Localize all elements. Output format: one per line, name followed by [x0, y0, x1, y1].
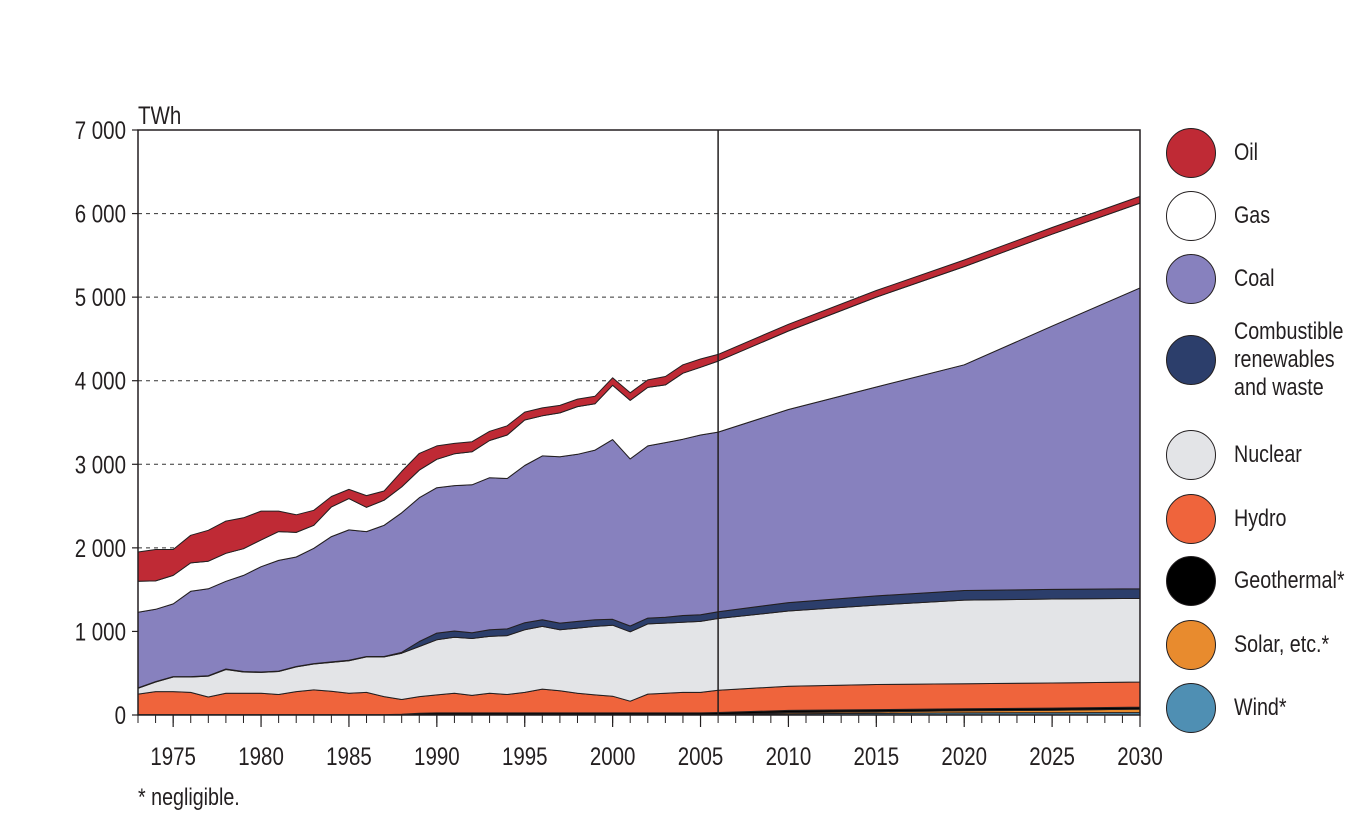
- footnote: * negligible.: [138, 784, 240, 811]
- x-tick-label: 1975: [150, 742, 196, 770]
- x-tick-label: 2000: [590, 742, 636, 770]
- legend-swatch-combustible-renewables-and-waste: [1166, 335, 1216, 385]
- legend-label-geothermal: Geothermal*: [1234, 567, 1345, 594]
- x-tick-label: 1990: [414, 742, 460, 770]
- legend-label-solar-etc: Solar, etc.*: [1234, 631, 1330, 658]
- legend-label-combustible-renewables-and-waste: Combustible renewables and waste: [1234, 318, 1344, 401]
- y-tick-label: 4 000: [75, 367, 126, 395]
- legend-item-wind: Wind*: [1166, 683, 1298, 733]
- legend-item-combustible-renewables-and-waste: Combustible renewables and waste: [1166, 318, 1365, 402]
- y-tick-label: 3 000: [75, 450, 126, 478]
- axes: 0 1 000 2 000 3 000 4 000 5 000 6 000 7 000 TWh 1…: [75, 101, 1163, 770]
- plot-frame: [137, 129, 1141, 716]
- y-tick-label: 2 000: [75, 534, 126, 562]
- y-tick-label: 1 000: [75, 617, 126, 645]
- legend-label-coal: Coal: [1234, 265, 1275, 292]
- x-tick-label: 1980: [238, 742, 284, 770]
- legend-item-solar-etc: Solar, etc.*: [1166, 620, 1350, 670]
- x-tick-label: 1985: [326, 742, 372, 770]
- legend-item-coal: Coal: [1166, 254, 1283, 304]
- legend-swatch-wind: [1166, 683, 1216, 733]
- legend-item-gas: Gas: [1166, 191, 1278, 241]
- legend-swatch-nuclear: [1166, 430, 1216, 480]
- legend-label-wind: Wind*: [1234, 694, 1287, 721]
- x-tick-label: 2030: [1117, 742, 1163, 770]
- legend-label-hydro: Hydro: [1234, 505, 1287, 532]
- x-tick-label: 2025: [1029, 742, 1075, 770]
- y-tick-label: 5 000: [75, 283, 126, 311]
- x-tick-label: 2005: [678, 742, 724, 770]
- legend-swatch-coal: [1166, 254, 1216, 304]
- legend-label-nuclear: Nuclear: [1234, 441, 1302, 468]
- y-tick-label: 6 000: [75, 200, 126, 228]
- legend-swatch-oil: [1166, 128, 1216, 178]
- y-tick-label: 7 000: [75, 116, 126, 144]
- legend-swatch-solar-etc: [1166, 620, 1216, 670]
- legend-label-oil: Oil: [1234, 139, 1259, 166]
- legend-swatch-gas: [1166, 191, 1216, 241]
- y-tick-label: 0: [115, 701, 126, 729]
- stacked-areas: [137, 195, 1141, 716]
- x-tick-label: 2020: [941, 742, 987, 770]
- x-tick-label: 2015: [854, 742, 900, 770]
- legend-swatch-hydro: [1166, 494, 1216, 544]
- legend-item-nuclear: Nuclear: [1166, 430, 1317, 480]
- legend-swatch-geothermal: [1166, 556, 1216, 606]
- legend-item-oil: Oil: [1166, 128, 1263, 178]
- legend-item-hydro: Hydro: [1166, 494, 1298, 544]
- x-tick-label: 2010: [766, 742, 812, 770]
- y-axis-label: TWh: [138, 101, 181, 129]
- x-tick-label: 1995: [502, 742, 548, 770]
- legend-label-gas: Gas: [1234, 202, 1271, 229]
- legend-item-geothermal: Geothermal*: [1166, 556, 1365, 606]
